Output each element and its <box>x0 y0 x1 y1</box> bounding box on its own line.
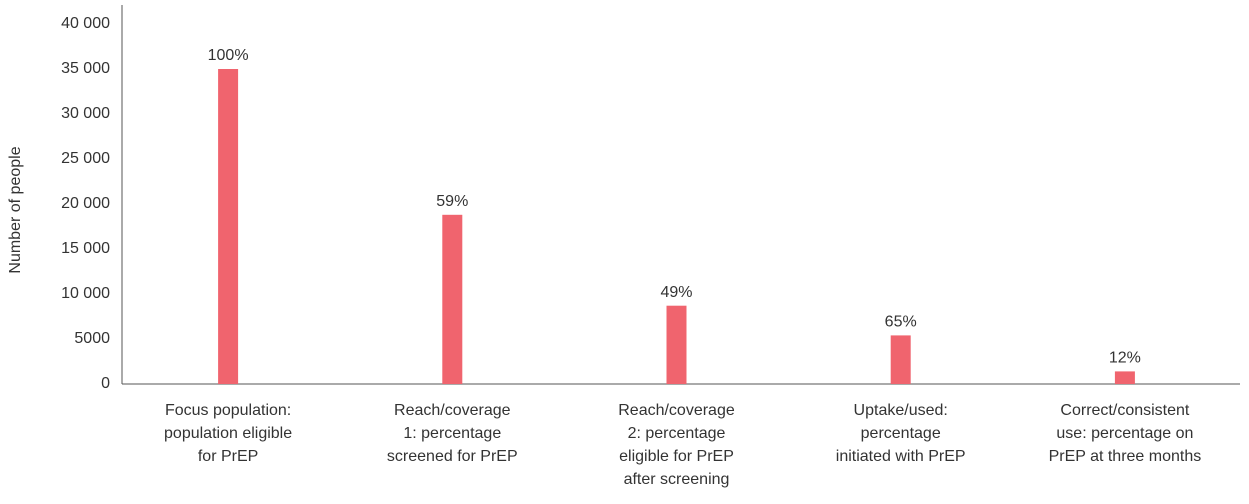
x-tick-label: Reach/coverage <box>394 402 511 419</box>
bar <box>442 214 463 384</box>
y-tick-label: 30 000 <box>61 105 110 122</box>
x-tick-label: after screening <box>624 471 730 488</box>
x-tick-label: 2: percentage <box>628 425 726 442</box>
x-tick-label: Uptake/used: <box>854 402 948 419</box>
bar <box>890 335 911 384</box>
x-tick-label: percentage <box>861 425 941 442</box>
bar-annotation: 49% <box>660 284 692 301</box>
y-tick-label: 0 <box>101 375 110 392</box>
x-tick-label: for PrEP <box>198 448 258 465</box>
bar <box>1114 371 1135 384</box>
bar <box>666 305 687 384</box>
x-tick-label: 1: percentage <box>403 425 501 442</box>
x-tick-label: eligible for PrEP <box>619 448 734 465</box>
bar-annotation: 12% <box>1109 350 1141 367</box>
y-tick-label: 20 000 <box>61 195 110 212</box>
bar <box>218 69 239 384</box>
x-tick-label: screened for PrEP <box>387 448 518 465</box>
y-axis-label: Number of people <box>7 146 24 273</box>
bar-annotation: 100% <box>208 47 249 64</box>
x-tick-label: Reach/coverage <box>618 402 735 419</box>
bar-annotation: 65% <box>885 314 917 331</box>
y-tick-label: 5000 <box>74 330 110 347</box>
y-tick-label: 40 000 <box>61 15 110 32</box>
x-tick-label: Focus population: <box>165 402 291 419</box>
y-tick-label: 25 000 <box>61 150 110 167</box>
y-tick-label: 15 000 <box>61 240 110 257</box>
x-tick-label: use: percentage on <box>1056 425 1193 442</box>
x-tick-label: PrEP at three months <box>1049 448 1202 465</box>
x-tick-label: Correct/consistent <box>1060 402 1189 419</box>
y-tick-label: 35 000 <box>61 60 110 77</box>
bar-annotation: 59% <box>436 193 468 210</box>
x-tick-label: initiated with PrEP <box>836 448 966 465</box>
y-tick-label: 10 000 <box>61 285 110 302</box>
x-tick-label: population eligible <box>164 425 292 442</box>
